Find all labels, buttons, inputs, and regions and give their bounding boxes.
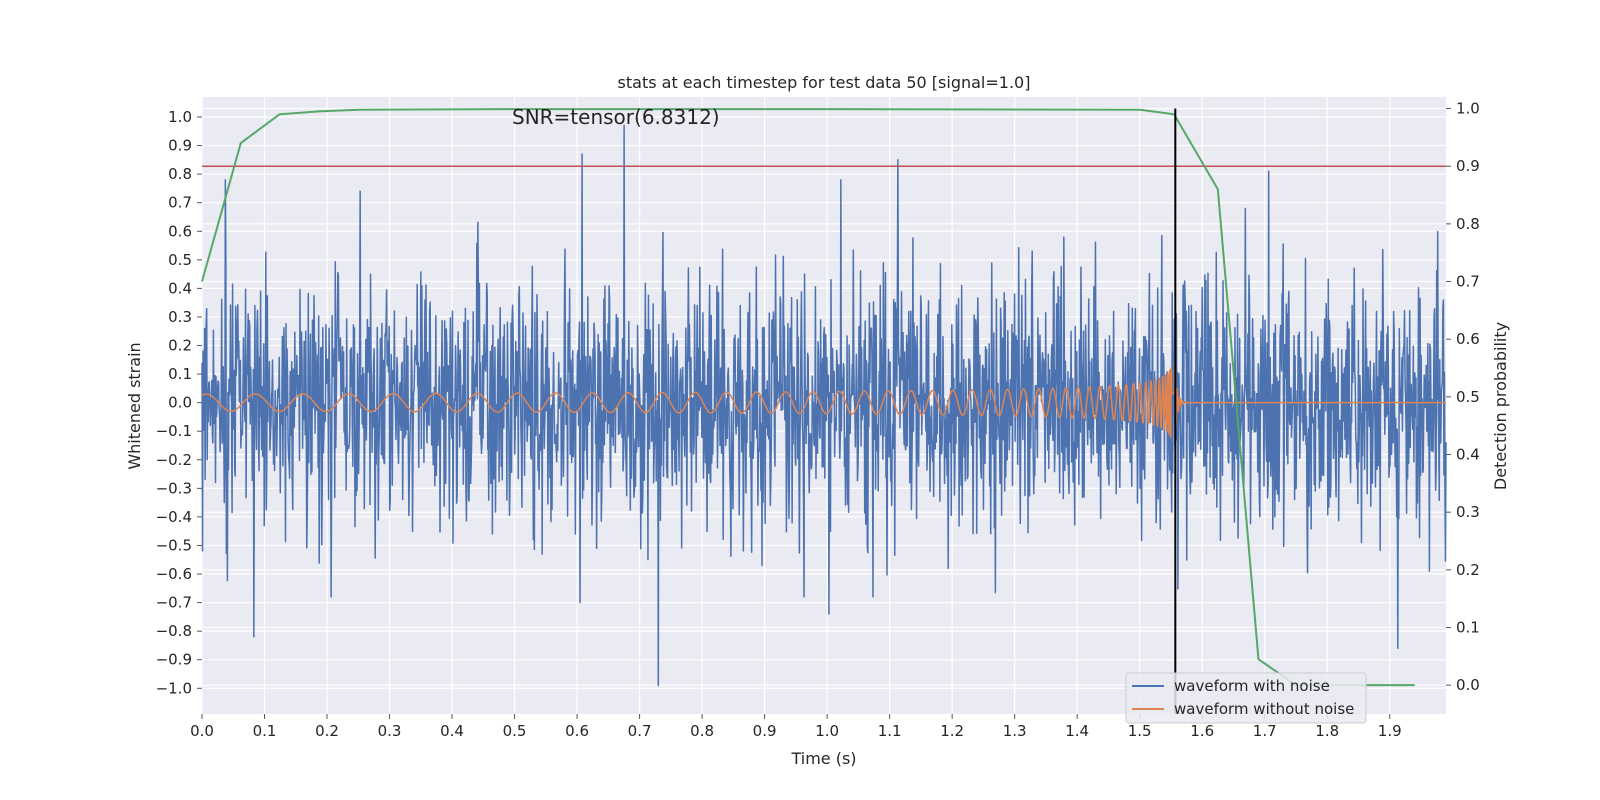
legend: waveform with noise waveform without noi…: [1125, 672, 1367, 724]
legend-label-waveform-with-noise: waveform with noise: [1174, 677, 1330, 695]
x-tick-label: 1.6: [1190, 722, 1214, 740]
chart-title: stats at each timestep for test data 50 …: [618, 73, 1031, 92]
x-tick-label: 1.3: [1003, 722, 1027, 740]
y-tick-label: −0.9: [156, 651, 192, 669]
x-tick-label: 1.8: [1315, 722, 1339, 740]
y2-tick-label: 1.0: [1456, 100, 1480, 118]
y-tick-label: −0.2: [156, 451, 192, 469]
y-tick-label: 0.9: [168, 137, 192, 155]
y-tick-label: −1.0: [156, 679, 192, 697]
y2-tick-label: 0.4: [1456, 446, 1480, 464]
y-tick-label: 0.8: [168, 165, 192, 183]
x-tick-label: 1.2: [940, 722, 964, 740]
y-tick-label: 0.3: [168, 308, 192, 326]
legend-label-waveform-without-noise: waveform without noise: [1174, 700, 1354, 718]
y-tick-label: 0.7: [168, 194, 192, 212]
x-tick-label: 0.6: [565, 722, 589, 740]
y-tick-label: 0.0: [168, 394, 192, 412]
x-tick-label: 0.4: [440, 722, 464, 740]
y2-tick-label: 0.2: [1456, 561, 1480, 579]
y-tick-label: −0.8: [156, 622, 192, 640]
x-tick-label: 0.1: [253, 722, 277, 740]
x-tick-label: 0.5: [503, 722, 527, 740]
y2-tick-label: 0.7: [1456, 273, 1480, 291]
y-tick-label: −0.7: [156, 594, 192, 612]
y2-tick-label: 0.3: [1456, 503, 1480, 521]
x-axis-label: Time (s): [790, 749, 856, 768]
y-tick-label: 0.1: [168, 365, 192, 383]
x-tick-label: 0.9: [753, 722, 777, 740]
x-tick-label: 1.7: [1253, 722, 1277, 740]
y-tick-label: 0.2: [168, 337, 192, 355]
series-waveform-with-noise: [201, 124, 1447, 687]
y2-tick-label: 0.9: [1456, 157, 1480, 175]
axes: 0.0 0.1 0.2 0.3 0.4 0.5 0.6 0.7 0.8 0.9 1.0 1.1 1.2 1…: [156, 100, 1480, 740]
y2-axis-label: Detection probability: [1491, 322, 1510, 490]
snr-annotation: SNR=tensor(6.8312): [512, 105, 720, 129]
y-tick-label: −0.3: [156, 479, 192, 497]
y2-tick-label: 0.8: [1456, 215, 1480, 233]
x-tick-label: 1.1: [878, 722, 902, 740]
y2-tick-label: 0.6: [1456, 330, 1480, 348]
y2-tick-label: 0.1: [1456, 619, 1480, 637]
x-tick-label: 0.2: [315, 722, 339, 740]
y-tick-label: 0.5: [168, 251, 192, 269]
y-tick-label: 0.6: [168, 222, 192, 240]
x-tick-label: 1.4: [1065, 722, 1089, 740]
y-tick-label: −0.4: [156, 508, 192, 526]
x-tick-label: 1.5: [1128, 722, 1152, 740]
x-tick-label: 1.9: [1378, 722, 1402, 740]
series-waveform-without-noise: [201, 362, 1447, 439]
x-tick-label: 1.0: [815, 722, 839, 740]
plot-series: [201, 108, 1447, 714]
y-tick-label: −0.5: [156, 536, 192, 554]
y2-tick-label: 0.0: [1456, 676, 1480, 694]
x-tick-label: 0.8: [690, 722, 714, 740]
x-tick-label: 0.7: [628, 722, 652, 740]
x-tick-label: 0.0: [190, 722, 214, 740]
x-tick-label: 0.3: [378, 722, 402, 740]
y-tick-label: −0.6: [156, 565, 192, 583]
y-tick-label: 1.0: [168, 108, 192, 126]
y2-tick-label: 0.5: [1456, 388, 1480, 406]
y-tick-label: −0.1: [156, 422, 192, 440]
y-tick-label: 0.4: [168, 279, 192, 297]
legend-box: [1125, 672, 1367, 724]
y-axis-label: Whitened strain: [125, 342, 144, 469]
